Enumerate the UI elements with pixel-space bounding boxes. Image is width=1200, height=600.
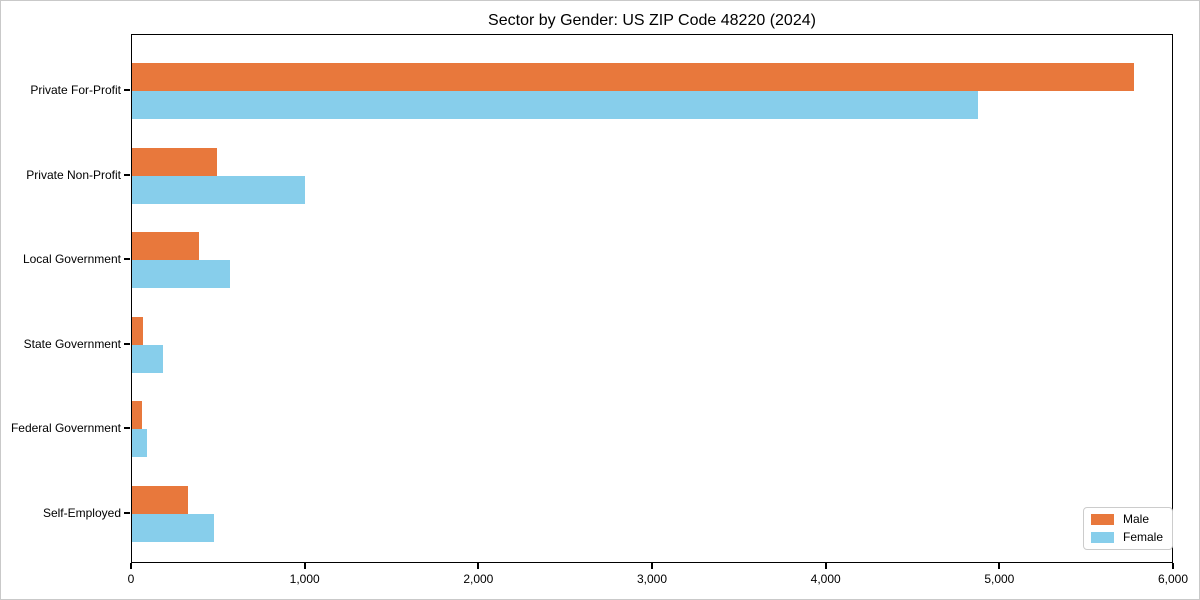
bar-male-private-non-profit (132, 147, 218, 176)
bar-female-private-for-profit (132, 91, 978, 119)
x-tick-6000 (1172, 563, 1174, 569)
legend: Male Female (1083, 507, 1174, 550)
y-tick-local-government (124, 258, 130, 261)
y-tick-label-self-employed: Self-Employed (42, 506, 121, 520)
legend-swatch-female (1091, 532, 1114, 543)
legend-item-male: Male (1091, 513, 1163, 526)
x-tick-2000 (477, 563, 480, 569)
x-tick-label-2000: 2,000 (463, 572, 494, 586)
bar-female-state-government (132, 344, 164, 373)
bar-female-private-non-profit (132, 175, 305, 204)
bar-male-private-for-profit (132, 63, 1135, 91)
legend-label-female: Female (1123, 530, 1164, 544)
x-tick-1000 (303, 563, 306, 569)
x-tick-label-6000: 6,000 (1157, 572, 1189, 586)
x-tick-label-1000: 1,000 (289, 572, 320, 586)
chart-title: Sector by Gender: US ZIP Code 48220 (202… (488, 12, 816, 29)
y-tick-label-local-government: Local Government (22, 252, 121, 267)
y-tick-label-federal-government: Federal Government (10, 421, 121, 436)
x-tick-label-3000: 3,000 (636, 572, 668, 586)
bar-female-self-employed (132, 514, 214, 542)
x-tick-3000 (651, 563, 653, 569)
legend-swatch-male (1091, 514, 1114, 525)
bar-male-federal-government (132, 401, 142, 430)
x-tick-label-4000: 4,000 (810, 572, 841, 586)
x-tick-0 (130, 563, 132, 569)
bar-male-self-employed (132, 486, 188, 514)
bar-male-state-government (132, 316, 144, 345)
y-tick-private-for-profit (124, 89, 130, 91)
y-tick-label-private-non-profit: Private Non-Profit (26, 167, 121, 182)
y-tick-label-state-government: State Government (23, 336, 121, 351)
y-tick-self-employed (124, 512, 130, 514)
x-tick-5000 (998, 563, 1001, 569)
bar-female-federal-government (132, 429, 147, 458)
x-tick-label-0: 0 (127, 572, 135, 586)
x-tick-label-5000: 5,000 (984, 572, 1015, 586)
x-tick-4000 (824, 563, 827, 569)
y-tick-state-government (124, 342, 130, 345)
bar-male-local-government (132, 232, 199, 261)
y-tick-federal-government (124, 427, 130, 430)
plot-area (131, 34, 1173, 563)
y-tick-private-non-profit (124, 173, 130, 176)
legend-item-female: Female (1091, 531, 1163, 544)
bar-female-local-government (132, 260, 231, 289)
legend-label-male: Male (1123, 512, 1150, 526)
y-tick-label-private-for-profit: Private For-Profit (30, 83, 121, 97)
